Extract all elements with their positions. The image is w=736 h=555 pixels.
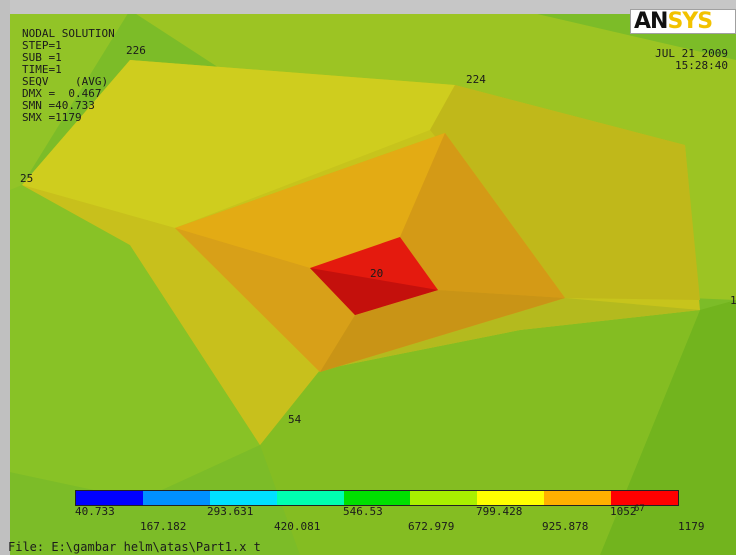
mesh-region <box>175 228 355 372</box>
legend-value: 1052 <box>610 505 637 518</box>
legend-swatch <box>611 491 679 505</box>
legend-value: 799.428 <box>476 505 523 518</box>
node-label: 226 <box>126 44 146 57</box>
legend-swatch <box>76 491 143 505</box>
legend-value: 420.081 <box>274 520 321 533</box>
ansys-logo: ANSYS <box>630 9 736 34</box>
mesh-region <box>10 10 130 190</box>
legend-swatch <box>544 491 612 505</box>
mesh-region <box>22 60 455 228</box>
info-sub: SUB =1 <box>22 51 62 64</box>
info-smn: SMN =40.733 <box>22 99 95 112</box>
file-path-label: File: E:\gambar helm\atas\Part1.x t <box>8 540 261 554</box>
node-label: 1 <box>730 294 736 307</box>
info-dmx: DMX = 0.467 <box>22 87 102 100</box>
legend-value: 293.631 <box>207 505 254 518</box>
info-title: NODAL SOLUTION <box>22 27 115 40</box>
legend-value-extra: 67 <box>634 504 645 514</box>
node-label: 54 <box>288 413 302 426</box>
mesh-region <box>400 133 565 298</box>
legend-swatch <box>477 491 545 505</box>
legend-value: 546.53 <box>343 505 383 518</box>
legend-swatch <box>410 491 478 505</box>
mesh-region <box>430 85 700 300</box>
info-time: TIME=1 <box>22 63 62 76</box>
legend-value: 40.733 <box>75 505 115 518</box>
legend-value: 672.979 <box>408 520 455 533</box>
node-label: 25 <box>20 172 34 185</box>
info-seqv: SEQV (AVG) <box>22 75 109 88</box>
legend-value: 925.878 <box>542 520 589 533</box>
time-text: 15:28:40 <box>675 59 728 72</box>
mesh-region <box>175 133 445 268</box>
legend-value: 167.182 <box>140 520 187 533</box>
legend-value: 1179 <box>678 520 705 533</box>
date-text: JUL 21 2009 <box>655 47 728 60</box>
window-top-strip <box>0 0 736 14</box>
node-label: 20 <box>370 267 384 280</box>
legend-swatch <box>276 491 344 505</box>
mesh-region <box>0 185 260 500</box>
timestamp: JUL 21 2009 15:28:40 <box>655 48 728 72</box>
contour-legend-bar <box>75 490 679 506</box>
legend-swatch <box>343 491 411 505</box>
node-label: 224 <box>466 73 486 86</box>
legend-swatch <box>142 491 210 505</box>
mesh-region <box>310 268 438 315</box>
mesh-region <box>22 185 320 445</box>
mesh-region <box>130 10 736 300</box>
legend-swatch <box>209 491 277 505</box>
window-left-border <box>0 0 10 555</box>
info-step: STEP=1 <box>22 39 62 52</box>
logo-text-main: AN <box>634 9 668 34</box>
mesh-region <box>320 298 700 370</box>
mesh-region <box>320 290 565 372</box>
solution-info: NODAL SOLUTION STEP=1 SUB =1 TIME=1 SEQV… <box>22 28 115 124</box>
info-smx: SMX =1179 <box>22 111 82 124</box>
logo-text-tail: SYS <box>667 9 713 34</box>
